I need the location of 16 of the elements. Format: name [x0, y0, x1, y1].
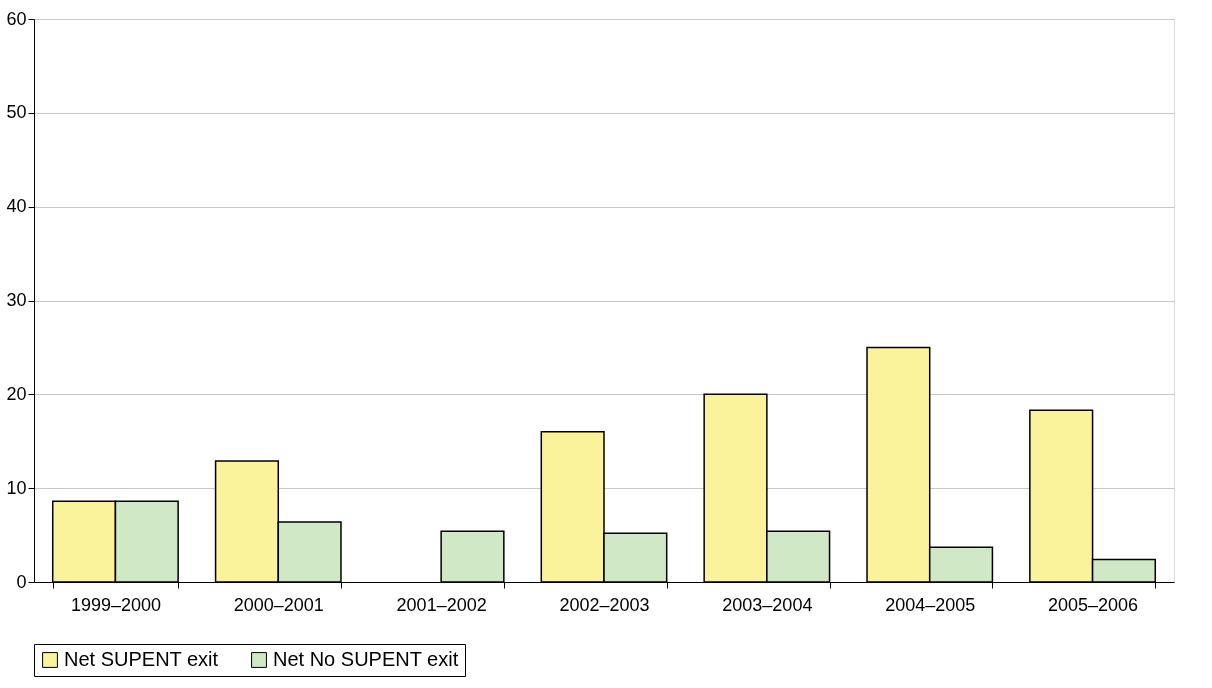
x-tick-label: 2001–2002: [396, 594, 487, 615]
x-tick-label: 2000–2001: [233, 594, 324, 615]
x-tick-label: 1999–2000: [70, 594, 161, 615]
y-tick-label: 10: [6, 477, 27, 498]
legend-label: Net SUPENT exit: [64, 648, 219, 670]
y-tick-label: 60: [6, 8, 27, 29]
y-tick-label: 50: [6, 102, 27, 123]
x-tick-label: 2002–2003: [559, 594, 650, 615]
legend-label: Net No SUPENT exit: [273, 648, 459, 670]
y-tick-label: 30: [6, 290, 27, 310]
y-tick-label: 40: [6, 196, 27, 217]
y-tick-label: 20: [6, 383, 27, 404]
y-tick-label: 0: [16, 571, 27, 592]
x-tick-label: 2003–2004: [722, 594, 813, 615]
x-tick-label: 2005–2006: [1048, 594, 1139, 615]
x-tick-label: 2004–2005: [885, 594, 976, 615]
